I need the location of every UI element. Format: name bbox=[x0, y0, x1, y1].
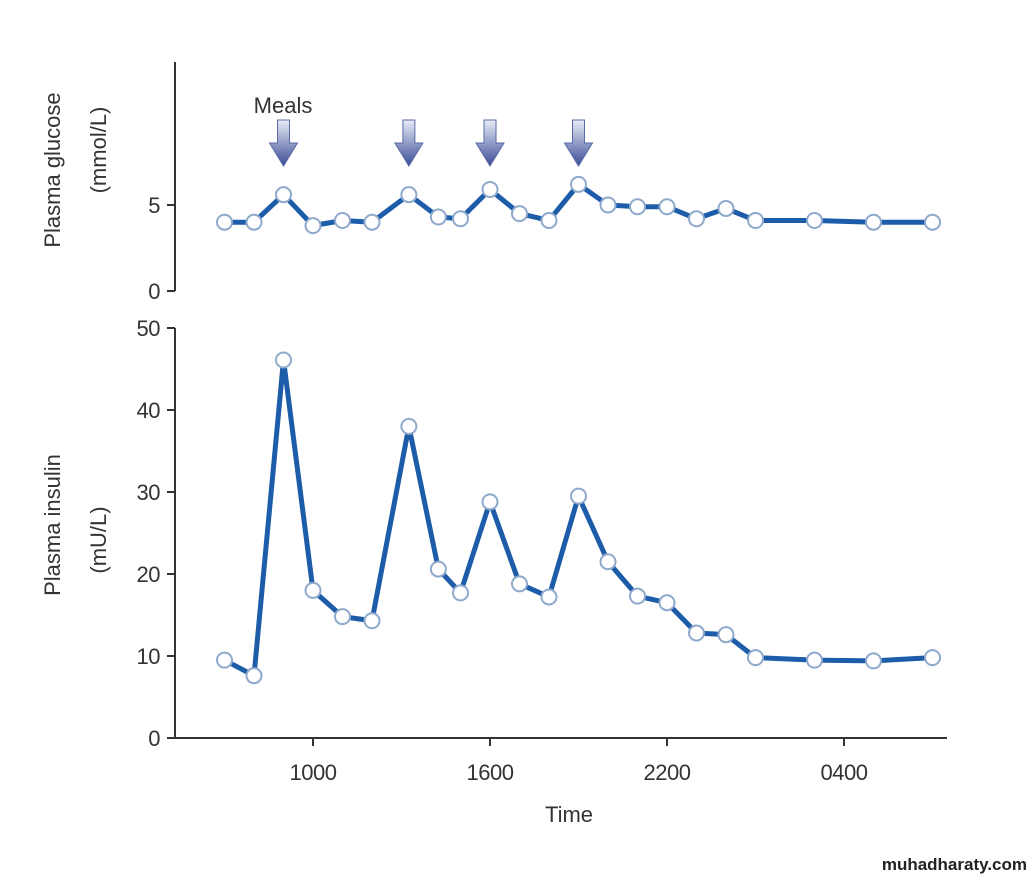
insulin-point bbox=[275, 351, 292, 369]
glucose-point bbox=[540, 211, 558, 229]
glucose-point bbox=[511, 205, 528, 223]
insulin-point bbox=[216, 651, 233, 669]
glucose-line bbox=[224, 181, 933, 229]
glucose-ylabel-line1: Plasma glucose bbox=[40, 92, 65, 247]
glucose-point bbox=[924, 213, 941, 231]
glucose-point bbox=[481, 181, 499, 199]
glucose-point bbox=[400, 186, 418, 204]
insulin-y-tick-label: 20 bbox=[137, 562, 161, 587]
glucose-point bbox=[429, 208, 447, 226]
glucose-point bbox=[599, 196, 617, 214]
glucose-y-tick-label: 5 bbox=[148, 193, 160, 218]
glucose-point bbox=[304, 217, 322, 235]
meal-arrow-icon bbox=[268, 119, 299, 167]
x-tick-label: 1000 bbox=[290, 760, 337, 785]
insulin-point bbox=[481, 493, 499, 511]
insulin-point bbox=[304, 581, 322, 599]
insulin-point bbox=[865, 652, 882, 670]
meal-arrow-icon bbox=[475, 119, 505, 167]
glucose-y-tick-label: 0 bbox=[148, 279, 160, 304]
insulin-point bbox=[334, 608, 351, 626]
insulin-point bbox=[717, 626, 735, 644]
insulin-point bbox=[688, 624, 705, 642]
watermark: muhadharaty.com bbox=[882, 855, 1027, 874]
insulin-ylabel-line1: Plasma insulin bbox=[40, 454, 65, 596]
insulin-point bbox=[245, 667, 263, 685]
x-tick-label: 0400 bbox=[821, 760, 868, 785]
glucose-point bbox=[865, 213, 882, 231]
glucose-point bbox=[806, 211, 823, 229]
insulin-y-tick-label: 40 bbox=[137, 398, 161, 423]
insulin-y-tick-label: 30 bbox=[137, 480, 161, 505]
meals-annotation: Meals bbox=[254, 93, 313, 118]
glucose-point bbox=[570, 175, 587, 193]
insulin-point bbox=[400, 417, 418, 435]
x-tick-label: 1600 bbox=[467, 760, 514, 785]
glucose-panel: Plasma glucose (mmol/L) Meals 0 5 bbox=[40, 62, 941, 304]
meal-arrow-icon bbox=[563, 119, 594, 167]
insulin-point bbox=[363, 612, 381, 630]
glucose-point bbox=[747, 211, 764, 229]
insulin-point bbox=[924, 649, 941, 667]
glucose-point bbox=[363, 213, 381, 231]
insulin-y-tick-label: 0 bbox=[148, 726, 160, 751]
glucose-point bbox=[717, 199, 735, 217]
insulin-point bbox=[629, 587, 646, 605]
x-axis-label: Time bbox=[545, 802, 593, 827]
glucose-point bbox=[334, 211, 351, 229]
insulin-point bbox=[511, 575, 528, 593]
insulin-y-tick-label: 50 bbox=[137, 316, 161, 341]
insulin-point bbox=[806, 651, 823, 669]
insulin-ylabel-line2: (mU/L) bbox=[86, 506, 111, 573]
glucose-point bbox=[688, 210, 705, 228]
insulin-point bbox=[452, 584, 469, 602]
glucose-point bbox=[245, 213, 263, 231]
insulin-panel: Plasma insulin (mU/L) Time 0 10 20 30 40 50 10… bbox=[40, 316, 947, 827]
glucose-point bbox=[216, 213, 233, 231]
glucose-point bbox=[452, 210, 469, 228]
glucose-ylabel-line2: (mmol/L) bbox=[86, 107, 111, 194]
insulin-point bbox=[658, 594, 676, 612]
glucose-point bbox=[658, 198, 676, 216]
insulin-y-tick-label: 10 bbox=[137, 644, 161, 669]
insulin-point bbox=[570, 487, 587, 505]
insulin-point bbox=[540, 588, 558, 606]
x-tick-label: 2200 bbox=[644, 760, 691, 785]
insulin-point bbox=[429, 560, 447, 578]
insulin-point bbox=[747, 649, 764, 667]
insulin-point bbox=[599, 553, 617, 571]
insulin-line bbox=[223, 357, 933, 679]
meal-arrow-icon bbox=[393, 119, 424, 167]
glucose-point bbox=[629, 198, 646, 216]
glucose-point bbox=[275, 186, 292, 204]
